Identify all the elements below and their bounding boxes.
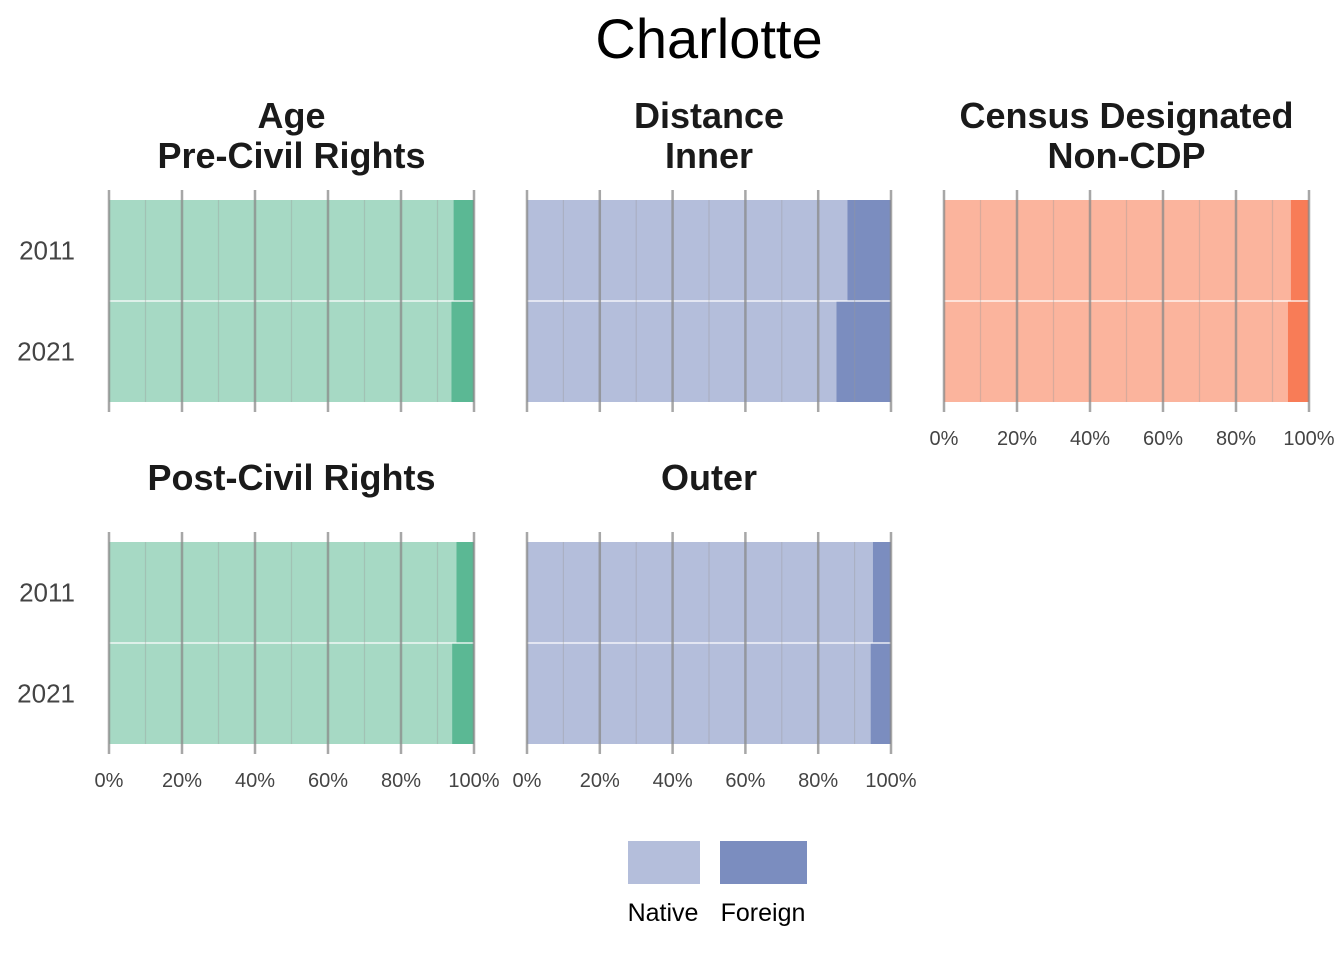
x-tick-label: 20% — [162, 770, 202, 792]
panel-title: Age — [257, 95, 325, 136]
panel-age-post: Post-Civil Rights 2011 2021 0% 20% 40% 60% 80% 1… — [17, 457, 500, 792]
bar-foreign-2011 — [872, 542, 891, 643]
x-tick-label: 0% — [930, 428, 959, 450]
x-tick-label: 100% — [448, 770, 499, 792]
panel-title: Non-CDP — [1048, 135, 1206, 176]
legend-label-native: Native — [628, 899, 699, 927]
x-tick-label: 60% — [725, 770, 765, 792]
legend: Native Foreign — [628, 841, 807, 927]
panel-title: Outer — [661, 457, 757, 498]
y-tick-label: 2021 — [17, 679, 75, 709]
x-tick-label: 20% — [580, 770, 620, 792]
panel-title: Census Designated — [959, 95, 1293, 136]
x-tick-label: 80% — [1216, 428, 1256, 450]
bar-native-2021 — [109, 643, 453, 744]
x-tick-label: 100% — [865, 770, 916, 792]
panel-distance-outer: Outer 0% 20% 40% 60% 80% 100% — [513, 457, 917, 792]
legend-swatch-native — [628, 841, 700, 884]
bar-foreign-2021 — [836, 301, 891, 402]
bar-native-2021 — [944, 301, 1288, 402]
y-tick-label: 2021 — [17, 337, 75, 367]
panel-title: Inner — [665, 135, 753, 176]
bar-native-2021 — [527, 643, 871, 744]
x-tick-label: 40% — [1070, 428, 1110, 450]
bar-native-2011 — [109, 200, 454, 301]
x-tick-label: 0% — [513, 770, 542, 792]
legend-label-foreign: Foreign — [721, 899, 806, 927]
x-tick-label: 40% — [235, 770, 275, 792]
y-tick-label: 2011 — [19, 578, 75, 608]
bar-native-2011 — [944, 200, 1291, 301]
bar-foreign-2011 — [847, 200, 891, 301]
bar-foreign-2021 — [870, 643, 891, 744]
bar-native-2021 — [109, 301, 452, 402]
bar-foreign-2011 — [1290, 200, 1309, 301]
bar-foreign-2021 — [451, 301, 474, 402]
bar-native-2011 — [527, 542, 873, 643]
panel-title: Post-Civil Rights — [147, 457, 435, 498]
bar-foreign-2011 — [456, 542, 474, 643]
y-tick-label: 2011 — [19, 236, 75, 266]
panel-title: Pre-Civil Rights — [157, 135, 425, 176]
x-tick-label: 60% — [1143, 428, 1183, 450]
x-tick-label: 0% — [95, 770, 124, 792]
bar-foreign-2021 — [452, 643, 474, 744]
legend-swatch-foreign — [720, 841, 807, 884]
x-tick-label: 100% — [1283, 428, 1334, 450]
x-tick-label: 80% — [798, 770, 838, 792]
chart-title: Charlotte — [595, 7, 822, 70]
bar-native-2011 — [527, 200, 848, 301]
x-tick-label: 60% — [308, 770, 348, 792]
bar-native-2011 — [109, 542, 457, 643]
x-tick-label: 20% — [997, 428, 1037, 450]
bar-native-2021 — [527, 301, 837, 402]
x-tick-label: 40% — [653, 770, 693, 792]
x-tick-label: 80% — [381, 770, 421, 792]
bar-foreign-2011 — [453, 200, 474, 301]
panel-title: Distance — [634, 95, 784, 136]
bar-foreign-2021 — [1287, 301, 1309, 402]
